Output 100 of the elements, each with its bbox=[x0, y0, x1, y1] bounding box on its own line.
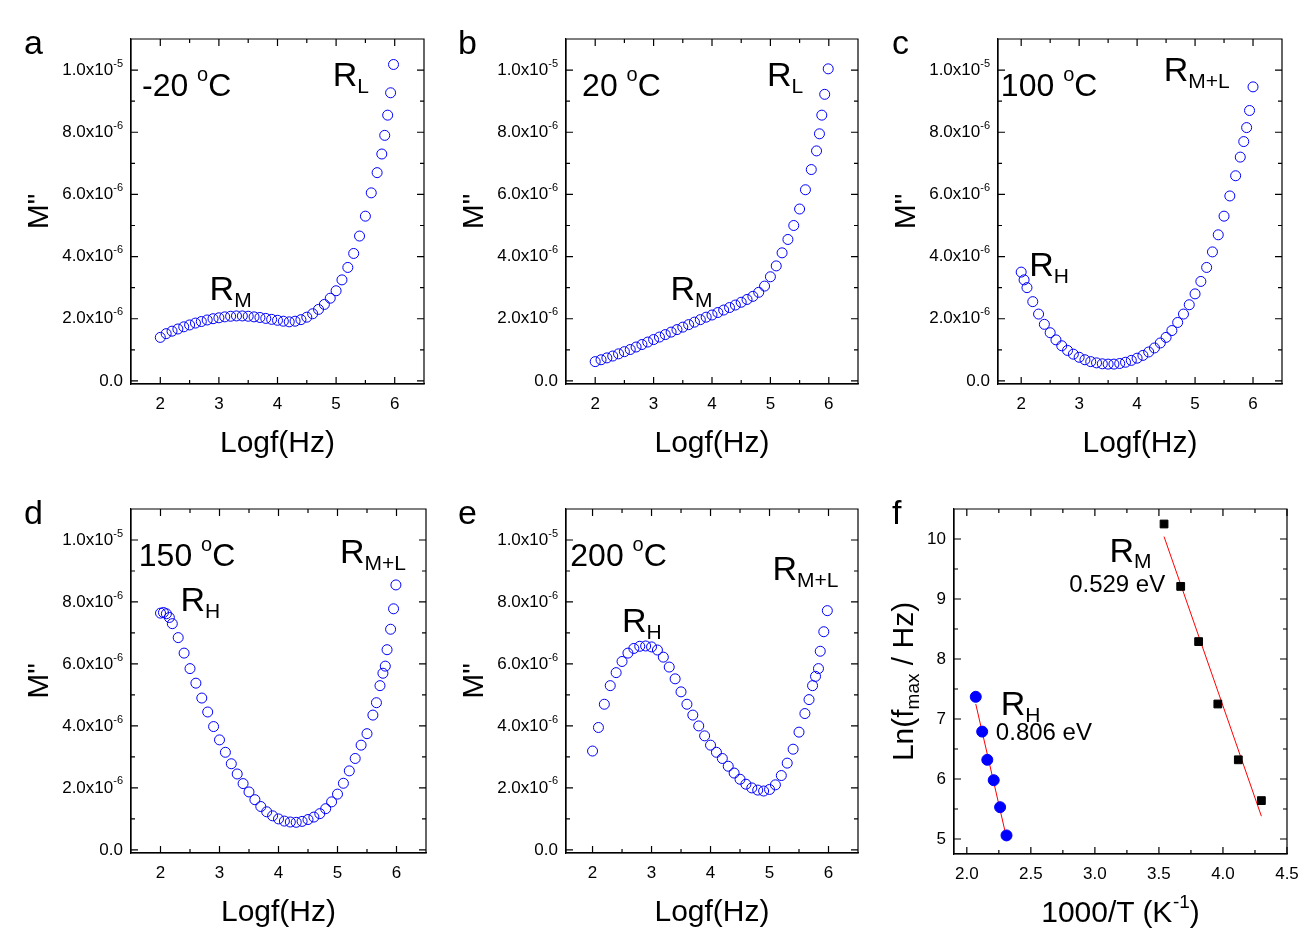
point bbox=[1033, 308, 1045, 320]
x-tick-label: 4 bbox=[705, 862, 716, 882]
point bbox=[272, 314, 283, 326]
point bbox=[255, 801, 267, 813]
point bbox=[595, 354, 607, 366]
point bbox=[377, 667, 389, 679]
point bbox=[302, 814, 314, 826]
point bbox=[710, 746, 722, 758]
point bbox=[230, 310, 242, 322]
point bbox=[618, 346, 630, 358]
point bbox=[752, 784, 764, 796]
chart-title: c bbox=[892, 23, 909, 62]
point bbox=[343, 765, 355, 777]
point bbox=[642, 336, 654, 348]
point bbox=[812, 663, 824, 675]
point bbox=[610, 667, 622, 679]
point bbox=[1166, 325, 1178, 337]
point bbox=[296, 815, 308, 827]
point bbox=[803, 694, 815, 706]
point bbox=[740, 778, 752, 790]
point bbox=[201, 314, 213, 326]
point bbox=[665, 326, 677, 338]
point bbox=[735, 296, 747, 308]
point bbox=[683, 319, 695, 331]
point bbox=[734, 773, 746, 785]
point bbox=[1131, 352, 1143, 364]
point bbox=[332, 788, 343, 800]
y-axis-title: Ln(fmax / Hz) bbox=[886, 601, 924, 762]
x-tick-label: 3 bbox=[646, 862, 657, 882]
point bbox=[1213, 699, 1223, 709]
point bbox=[718, 304, 730, 316]
x-tick-label: 6 bbox=[1248, 393, 1258, 413]
point bbox=[379, 129, 391, 141]
point bbox=[301, 311, 313, 323]
chart-title: b bbox=[458, 23, 477, 62]
point bbox=[630, 341, 642, 353]
point bbox=[747, 290, 759, 302]
x-tick-label: 5 bbox=[764, 862, 775, 882]
point bbox=[330, 285, 342, 297]
point bbox=[592, 721, 604, 733]
point bbox=[598, 698, 610, 710]
point bbox=[213, 312, 225, 324]
point bbox=[355, 739, 367, 751]
point bbox=[348, 247, 360, 259]
point bbox=[699, 730, 711, 742]
point bbox=[290, 816, 302, 828]
point bbox=[764, 271, 776, 283]
point bbox=[278, 815, 290, 827]
point bbox=[371, 167, 383, 179]
point bbox=[231, 768, 243, 780]
point bbox=[782, 233, 794, 245]
point bbox=[681, 698, 693, 710]
point bbox=[307, 308, 319, 320]
point bbox=[646, 641, 658, 653]
point bbox=[693, 720, 705, 732]
point bbox=[706, 309, 718, 321]
point bbox=[769, 779, 781, 791]
point bbox=[1073, 351, 1085, 363]
x-tick-label: 2.5 bbox=[1019, 863, 1043, 883]
point bbox=[651, 644, 663, 656]
point bbox=[675, 686, 687, 698]
point bbox=[326, 796, 338, 808]
point bbox=[1038, 318, 1050, 330]
point bbox=[1085, 356, 1097, 368]
y-tick-label: 0.0 bbox=[99, 839, 124, 859]
point bbox=[994, 801, 1007, 814]
point bbox=[219, 746, 231, 758]
point bbox=[208, 721, 220, 733]
point bbox=[987, 774, 1000, 787]
point bbox=[365, 187, 377, 199]
x-tick-label: 2 bbox=[155, 862, 166, 882]
point bbox=[813, 128, 825, 140]
point bbox=[1018, 274, 1030, 286]
x-axis-title: Logf(Hz) bbox=[219, 425, 336, 459]
point bbox=[799, 184, 811, 196]
point bbox=[1233, 755, 1243, 765]
y-axis-title: M" bbox=[888, 193, 922, 230]
point bbox=[1154, 337, 1166, 349]
y-tick-label: 0.0 bbox=[534, 839, 559, 859]
point bbox=[190, 677, 202, 689]
annotation: 0.529 eV bbox=[1069, 569, 1166, 597]
x-tick-label: 3 bbox=[214, 862, 225, 882]
point bbox=[981, 753, 994, 766]
point bbox=[284, 816, 296, 828]
point bbox=[1062, 344, 1074, 356]
point bbox=[154, 331, 166, 343]
point bbox=[376, 148, 388, 160]
point bbox=[367, 709, 379, 721]
point bbox=[1247, 81, 1259, 93]
point bbox=[694, 314, 706, 326]
point bbox=[266, 313, 278, 325]
point bbox=[624, 344, 636, 355]
y-tick-label: 0.0 bbox=[966, 370, 991, 390]
point bbox=[819, 88, 831, 100]
point bbox=[663, 661, 675, 673]
point bbox=[677, 321, 689, 333]
x-tick-label: 5 bbox=[332, 862, 343, 882]
x-axis-title: Logf(Hz) bbox=[1082, 425, 1198, 459]
point bbox=[616, 655, 628, 667]
point bbox=[700, 311, 712, 323]
